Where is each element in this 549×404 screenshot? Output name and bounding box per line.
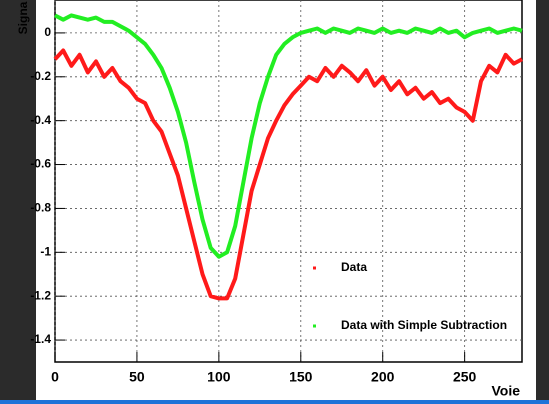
legend-label: Data (341, 260, 367, 274)
y-tick-label: 0 (44, 25, 51, 39)
legend-marker (313, 324, 316, 328)
x-tick-label: 200 (371, 369, 395, 385)
x-tick-label: 250 (453, 369, 477, 385)
y-tick-label: -1 (40, 244, 51, 258)
x-axis-label: Voie (491, 383, 520, 399)
data-line (53, 48, 523, 301)
legend-label: Data with Simple Subtraction (341, 318, 507, 332)
y-tick-label: -0.2 (30, 69, 51, 83)
y-tick-label: -0.4 (30, 113, 51, 127)
x-tick-label: 100 (207, 369, 231, 385)
y-tick-label: -1.4 (30, 332, 51, 346)
x-tick-label: 0 (51, 369, 59, 385)
screen-edge (0, 400, 549, 404)
canvas (36, 0, 536, 400)
y-tick-label: -0.8 (30, 201, 51, 215)
x-tick-label: 50 (129, 369, 145, 385)
y-tick-label: -0.6 (30, 157, 51, 171)
legend-marker (313, 266, 316, 270)
x-tick-label: 150 (289, 369, 313, 385)
data-line (54, 13, 523, 259)
y-tick-label: -1.2 (30, 288, 51, 302)
y-axis-label: Signa (16, 1, 30, 34)
